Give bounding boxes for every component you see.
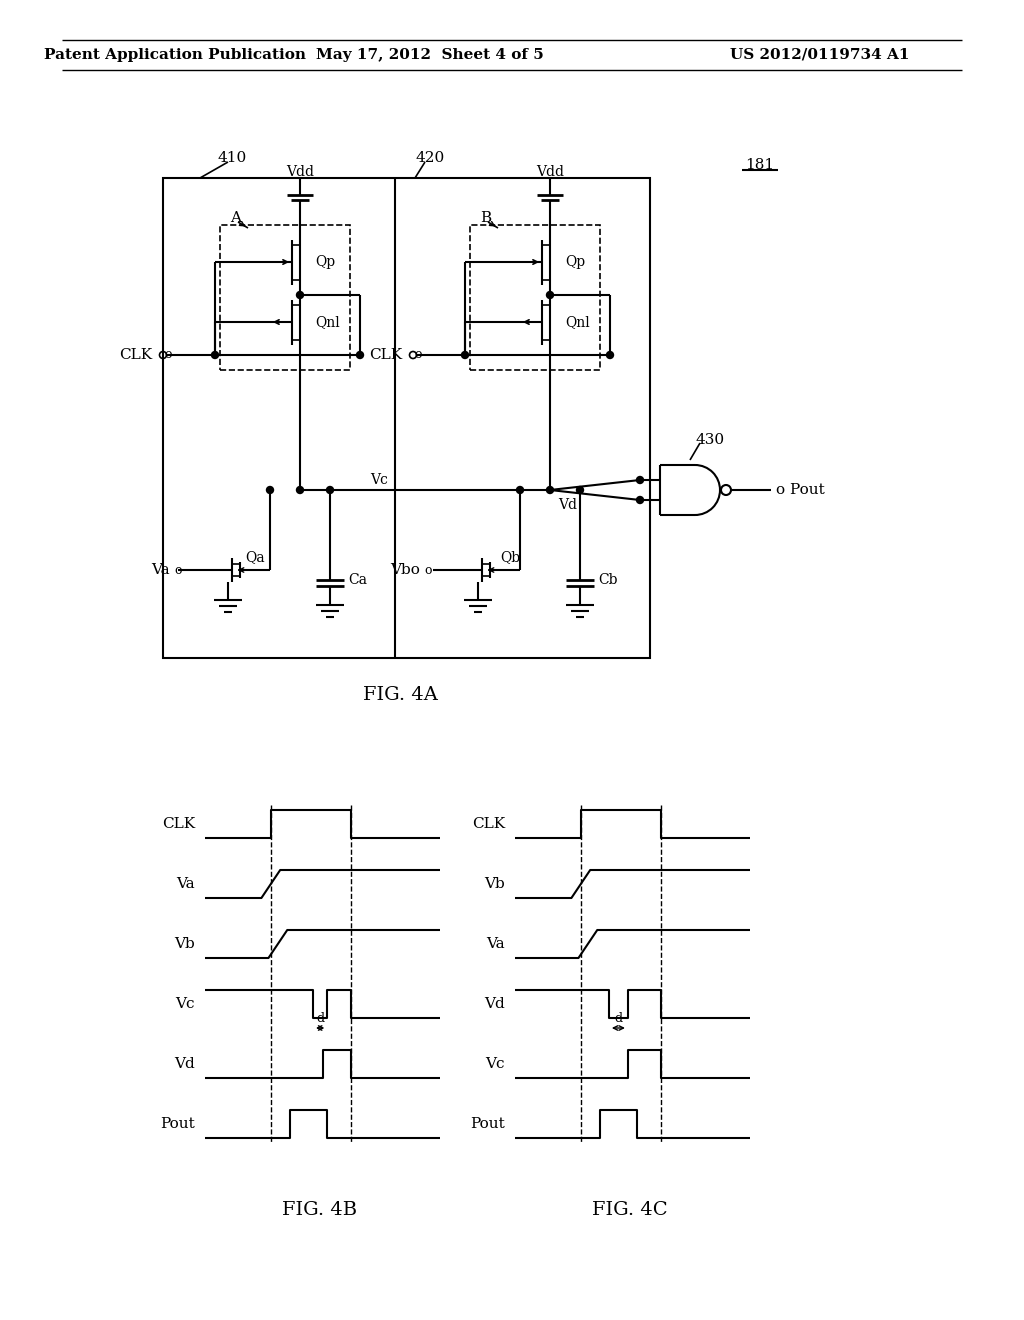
Bar — [163, 178, 650, 657]
Text: FIG. 4B: FIG. 4B — [283, 1201, 357, 1218]
Circle shape — [516, 487, 523, 494]
Text: 420: 420 — [415, 150, 444, 165]
Text: Pout: Pout — [160, 1117, 195, 1131]
Circle shape — [606, 351, 613, 359]
Text: May 17, 2012  Sheet 4 of 5: May 17, 2012 Sheet 4 of 5 — [316, 48, 544, 62]
Bar — [470, 224, 600, 370]
Circle shape — [721, 484, 731, 495]
Text: d: d — [614, 1011, 623, 1024]
Circle shape — [637, 496, 643, 503]
Text: Qnl: Qnl — [315, 315, 340, 329]
Text: Qa: Qa — [245, 550, 265, 564]
Text: d: d — [316, 1011, 325, 1024]
Circle shape — [462, 351, 469, 359]
Text: Vbo: Vbo — [390, 564, 420, 577]
Text: 410: 410 — [218, 150, 247, 165]
Text: Va: Va — [486, 937, 505, 950]
Text: B: B — [480, 211, 492, 224]
Text: Patent Application Publication: Patent Application Publication — [44, 48, 306, 62]
Text: Va: Va — [152, 564, 170, 577]
Circle shape — [212, 351, 218, 359]
Circle shape — [297, 292, 303, 298]
Circle shape — [327, 487, 334, 494]
Text: CLK: CLK — [472, 817, 505, 832]
Text: Pout: Pout — [470, 1117, 505, 1131]
Circle shape — [547, 487, 554, 494]
Text: Qnl: Qnl — [565, 315, 590, 329]
Text: Vc: Vc — [175, 997, 195, 1011]
Circle shape — [547, 292, 554, 298]
Text: o Pout: o Pout — [776, 483, 824, 498]
Text: o: o — [424, 564, 431, 577]
Text: CLK: CLK — [119, 348, 152, 362]
Text: A: A — [230, 211, 241, 224]
Circle shape — [356, 351, 364, 359]
Text: CLK: CLK — [369, 348, 402, 362]
Text: Vd: Vd — [558, 498, 577, 512]
Text: FIG. 4A: FIG. 4A — [362, 686, 437, 704]
Text: Qp: Qp — [565, 255, 585, 269]
Text: Qb: Qb — [500, 550, 520, 564]
Text: Vc: Vc — [485, 1057, 505, 1071]
Text: Vd: Vd — [484, 997, 505, 1011]
Text: o: o — [164, 348, 171, 362]
Text: 430: 430 — [695, 433, 725, 447]
Text: Vdd: Vdd — [536, 165, 564, 180]
Text: Ca: Ca — [348, 573, 367, 587]
Circle shape — [577, 487, 584, 494]
Text: CLK: CLK — [162, 817, 195, 832]
Text: Vdd: Vdd — [286, 165, 314, 180]
Text: o: o — [414, 348, 422, 362]
Text: US 2012/0119734 A1: US 2012/0119734 A1 — [730, 48, 909, 62]
Text: Cb: Cb — [598, 573, 617, 587]
Circle shape — [297, 487, 303, 494]
Text: Vd: Vd — [174, 1057, 195, 1071]
Bar — [220, 224, 350, 370]
Text: o: o — [174, 564, 181, 577]
Text: Vc: Vc — [370, 473, 388, 487]
Text: Vb: Vb — [484, 876, 505, 891]
Text: Va: Va — [176, 876, 195, 891]
Circle shape — [637, 477, 643, 483]
Text: Qp: Qp — [315, 255, 335, 269]
Text: Vb: Vb — [174, 937, 195, 950]
Circle shape — [266, 487, 273, 494]
Text: 181: 181 — [745, 158, 774, 172]
Text: FIG. 4C: FIG. 4C — [592, 1201, 668, 1218]
